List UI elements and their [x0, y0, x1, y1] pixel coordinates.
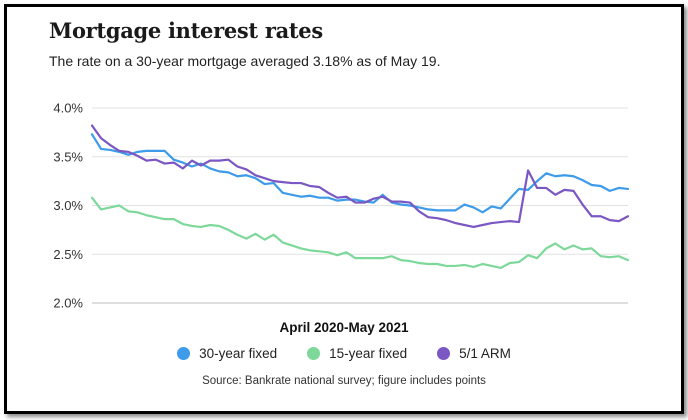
- legend-item-30-year-fixed: 30-year fixed: [177, 346, 277, 361]
- legend-label-15-year-fixed: 15-year fixed: [329, 346, 408, 361]
- y-tick-label: 4.0%: [53, 101, 83, 116]
- chart-subtitle: The rate on a 30-year mortgage averaged …: [49, 53, 441, 69]
- series-line-15-year-fixed: [90, 196, 630, 269]
- legend-swatch-30-year-fixed: [177, 347, 191, 360]
- legend-swatch-15-year-fixed: [307, 347, 321, 360]
- y-tick-label: 2.5%: [53, 247, 83, 262]
- legend-label-5-1-arm: 5/1 ARM: [459, 346, 511, 361]
- y-tick-labels: 2.0% 2.5% 3.0% 3.5% 4.0%: [53, 101, 83, 311]
- legend-item-15-year-fixed: 15-year fixed: [307, 346, 407, 361]
- y-tick-label: 3.0%: [53, 198, 83, 213]
- series-layer: [90, 124, 630, 269]
- legend-item-5-1-arm: 5/1 ARM: [437, 346, 511, 361]
- legend-swatch-5-1-arm: [437, 347, 451, 360]
- chart-frame: [4, 4, 684, 414]
- grid-layer: [92, 107, 628, 304]
- series-line-30-year-fixed: [90, 133, 630, 214]
- source-note: Source: Bankrate national survey; figure…: [202, 375, 486, 387]
- chart-title: Mortgage interest rates: [49, 18, 323, 43]
- x-axis-label: April 2020-May 2021: [279, 320, 409, 335]
- y-tick-label: 3.5%: [53, 149, 83, 164]
- legend: 30-year fixed 15-year fixed 5/1 ARM: [0, 346, 688, 361]
- legend-label-30-year-fixed: 30-year fixed: [199, 346, 278, 361]
- y-tick-label: 2.0%: [53, 296, 83, 311]
- series-line-5-1-arm: [90, 124, 630, 229]
